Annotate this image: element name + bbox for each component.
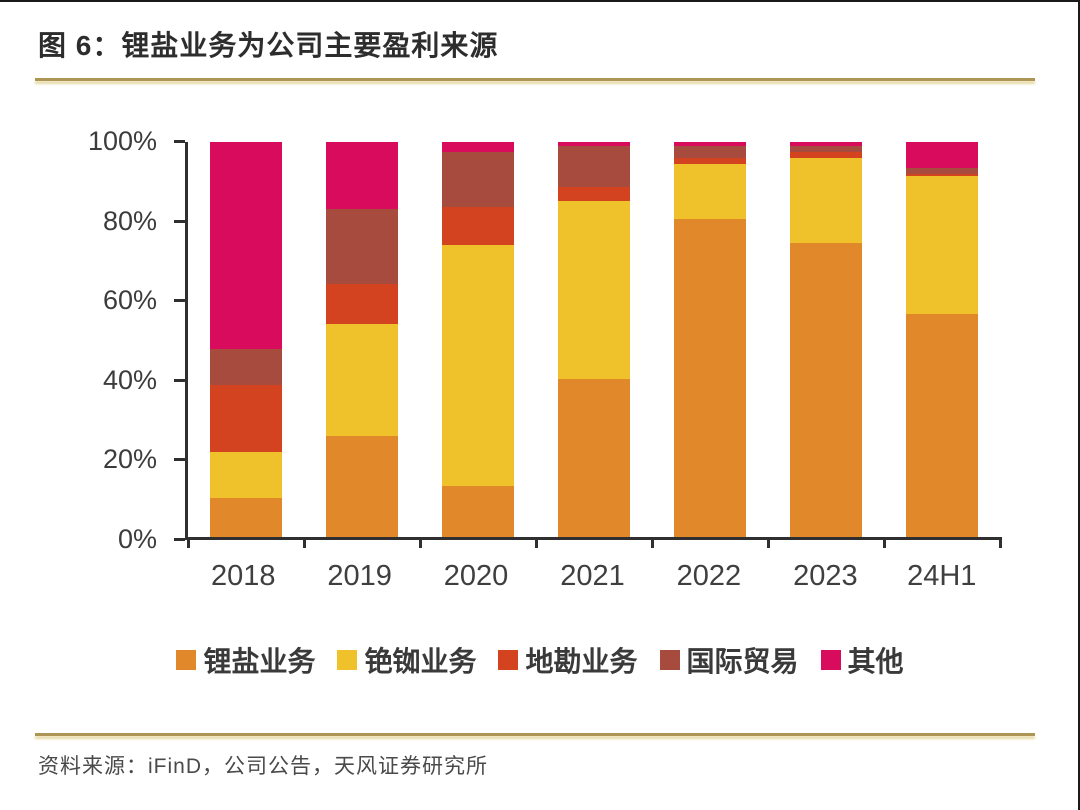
bar-segment-2021-series4	[558, 142, 630, 146]
bar-segment-24H1-series0	[906, 313, 978, 537]
bar-2022	[674, 142, 746, 537]
bar-segment-2020-series4	[442, 142, 514, 152]
x-tick-mark	[535, 537, 538, 548]
bar-segment-2019-series2	[326, 284, 398, 324]
legend-swatch-icon	[820, 650, 841, 670]
bar-segment-2023-series4	[790, 142, 862, 146]
legend-swatch-icon	[337, 650, 358, 670]
bar-2020	[442, 142, 514, 537]
legend-label-1: 铯铷业务	[364, 646, 477, 677]
bar-segment-2022-series3	[674, 145, 746, 158]
x-tick-mark	[999, 537, 1002, 548]
bar-segment-2018-series4	[210, 142, 282, 350]
legend-swatch-icon	[498, 650, 519, 670]
chart-legend: 锂盐业务 铯铷业务 地勘业务 国际贸易 其他	[40, 640, 1040, 680]
x-axis-labels: 2018 2019 2020 2021 2022 2023 24H1	[185, 560, 1000, 593]
bar-segment-2020-series2	[442, 207, 514, 245]
bar-segment-2018-series1	[210, 452, 282, 498]
bar-segment-2022-series0	[674, 219, 746, 537]
bar-2019	[326, 142, 398, 537]
x-label-24H1: 24H1	[907, 560, 977, 592]
y-tick-mark	[174, 378, 185, 382]
bar-segment-2022-series2	[674, 157, 746, 164]
y-tick-label-60pct: 60%	[102, 285, 157, 316]
bar-segment-2021-series0	[558, 379, 630, 537]
x-label-2020: 2020	[443, 560, 509, 592]
bar-segment-2022-series1	[674, 163, 746, 220]
bar-segment-24H1-series1	[906, 175, 978, 314]
bar-segment-2023-series0	[790, 242, 862, 537]
legend-label-4: 其他	[847, 646, 904, 677]
x-label-2022: 2022	[676, 560, 742, 592]
figure-title: 图 6：锂盐业务为公司主要盈利来源	[38, 30, 499, 61]
bar-segment-2018-series0	[210, 497, 282, 537]
bar-2021	[558, 142, 630, 537]
bar-2018	[210, 142, 282, 537]
x-tick-mark	[302, 537, 306, 548]
y-tick-label-100pct: 100%	[87, 126, 157, 156]
bar-segment-2019-series3	[326, 209, 398, 285]
bar-segment-24H1-series4	[906, 142, 978, 168]
x-label-2019: 2019	[327, 560, 392, 592]
x-label-2018: 2018	[210, 560, 276, 592]
y-tick-mark	[174, 140, 185, 143]
bar-segment-2019-series1	[326, 323, 398, 437]
bar-segment-2023-series3	[790, 145, 862, 152]
legend-item-2: 地勘业务	[498, 640, 638, 680]
stacked-bar-plot-area	[185, 142, 1002, 548]
bar-segment-2018-series2	[210, 384, 282, 453]
bar-segment-2021-series1	[558, 201, 630, 379]
y-tick-mark	[174, 299, 185, 303]
y-tick-label-20pct: 20%	[102, 444, 157, 475]
legend-label-3: 国际贸易	[686, 646, 799, 677]
y-tick-label-80pct: 80%	[102, 205, 157, 236]
bar-2023	[790, 142, 862, 537]
bar-segment-2019-series0	[326, 436, 398, 537]
legend-item-0: 锂盐业务	[176, 640, 315, 680]
y-tick-label-40pct: 40%	[102, 364, 157, 395]
y-axis: 0% 20% 40% 60% 80% 100%	[0, 128, 185, 553]
bar-segment-2020-series1	[442, 244, 514, 486]
y-tick-mark	[174, 458, 185, 462]
legend-item-3: 国际贸易	[659, 640, 799, 680]
y-tick-mark	[174, 538, 185, 541]
bar-segment-2020-series0	[442, 485, 514, 537]
bar-segment-2018-series3	[210, 349, 282, 385]
bar-segment-2023-series2	[790, 151, 862, 158]
x-tick-mark	[650, 537, 654, 548]
bar-segment-2023-series1	[790, 157, 862, 243]
x-tick-mark	[767, 537, 770, 548]
x-tick-mark	[418, 537, 422, 548]
bar-segment-24H1-series3	[906, 167, 978, 174]
bar-segment-2021-series3	[558, 145, 630, 188]
legend-label-0: 锂盐业务	[203, 646, 316, 677]
x-tick-mark	[883, 537, 886, 548]
legend-item-4: 其他	[820, 640, 904, 680]
y-tick-mark	[174, 219, 185, 223]
source-note: 资料来源：iFinD，公司公告，天风证券研究所	[38, 755, 489, 778]
footer-divider-rule	[35, 733, 1035, 736]
title-divider-rule	[35, 78, 1035, 81]
legend-swatch-icon	[659, 650, 680, 670]
bar-segment-2021-series2	[558, 187, 630, 202]
bar-24H1	[906, 142, 978, 537]
legend-swatch-icon	[176, 650, 197, 670]
bar-segment-2019-series4	[326, 142, 398, 210]
x-label-2021: 2021	[560, 560, 625, 592]
bar-segment-2020-series3	[442, 151, 514, 208]
bar-segment-2022-series4	[674, 142, 746, 146]
legend-label-2: 地勘业务	[525, 646, 638, 677]
legend-item-1: 铯铷业务	[337, 640, 476, 680]
x-tick-mark	[187, 537, 190, 548]
x-label-2023: 2023	[793, 560, 858, 592]
bar-segment-24H1-series2	[906, 173, 978, 176]
y-tick-label-0pct: 0%	[117, 524, 157, 554]
